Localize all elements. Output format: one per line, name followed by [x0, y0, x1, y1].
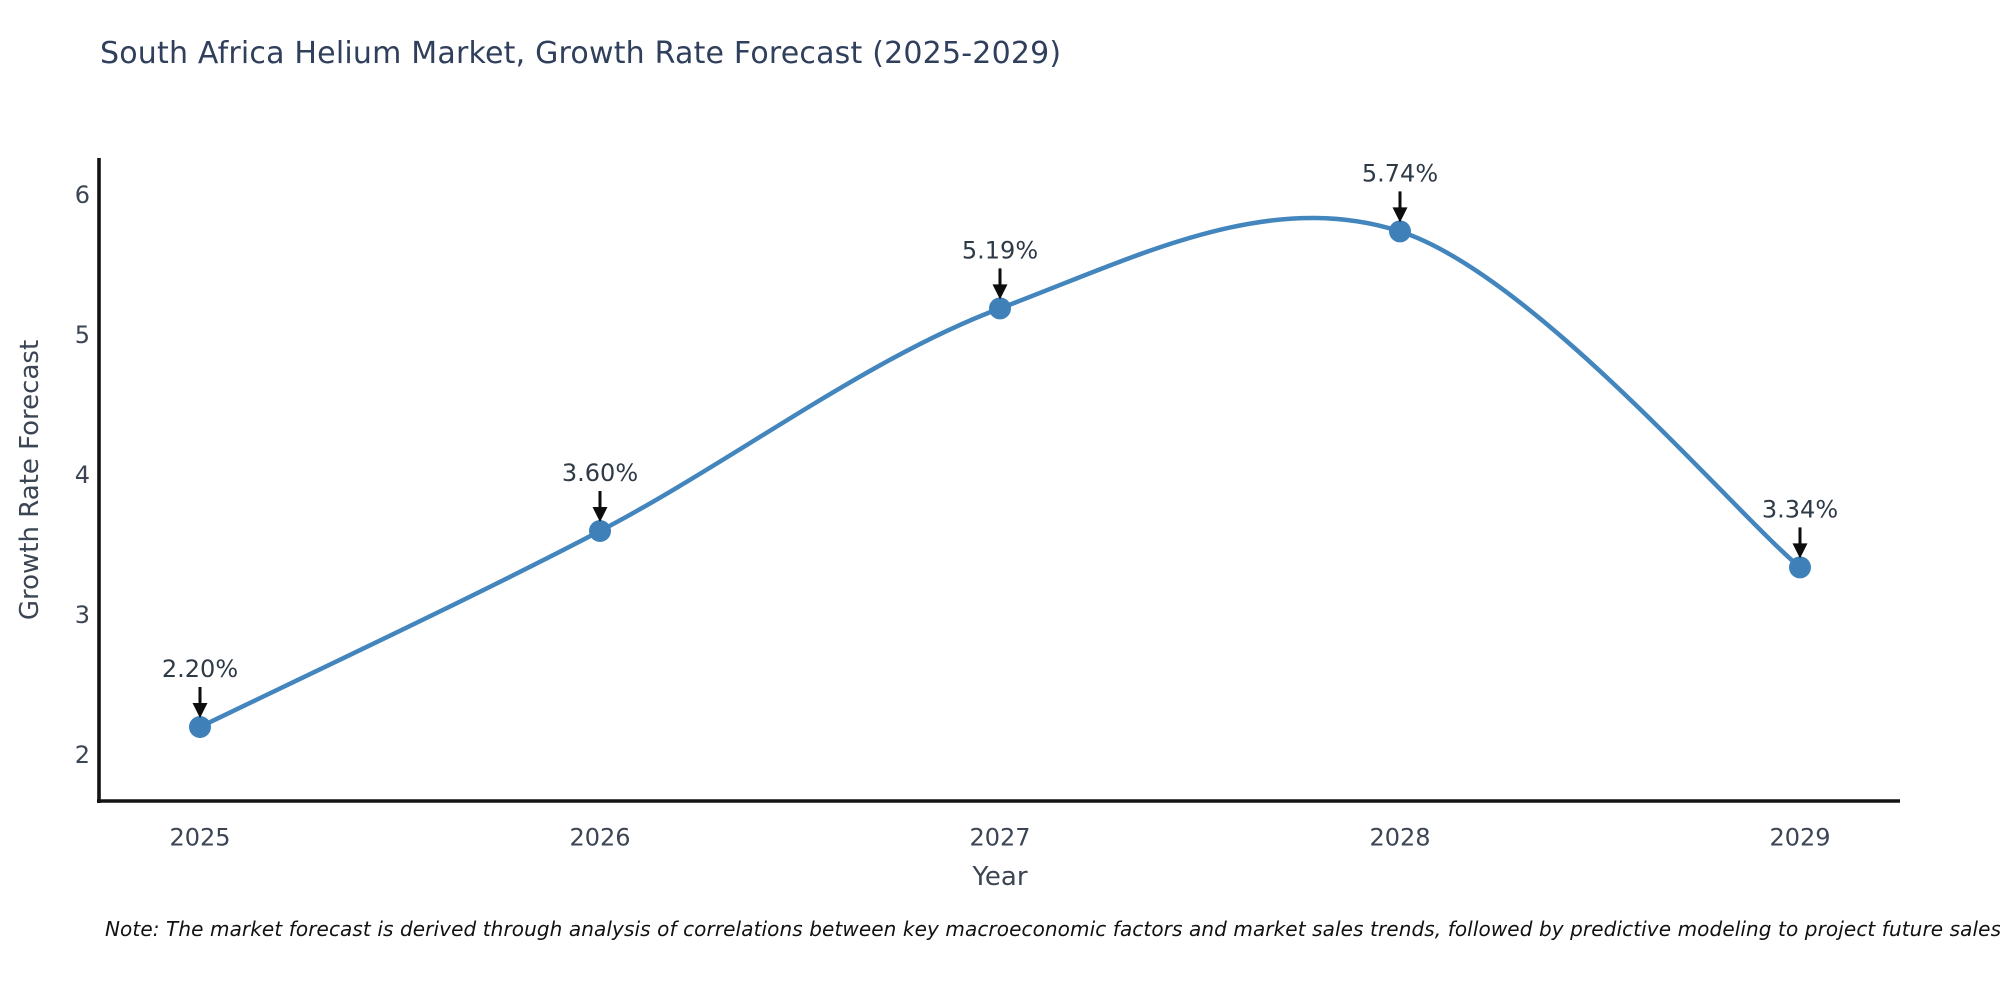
data-point-label: 2.20%: [162, 655, 238, 683]
y-tick-label: 4: [75, 461, 90, 489]
y-tick-label: 5: [75, 321, 90, 349]
chart-title: South Africa Helium Market, Growth Rate …: [100, 36, 1062, 71]
plot-area: 2 3 4 5 6 2025 2026 2027 2028 2029 2.20% 3.60% 5.19%…: [75, 158, 1900, 852]
y-tick-label: 3: [75, 601, 90, 629]
data-point-marker: [189, 716, 211, 738]
annotation-arrow-head: [592, 507, 608, 522]
y-axis-title: Growth Rate Forecast: [15, 340, 45, 620]
annotation-arrow-head: [1392, 207, 1408, 223]
data-point-label: 3.34%: [1762, 495, 1838, 523]
data-point-marker: [1789, 556, 1811, 579]
annotation-arrow-head: [1792, 543, 1808, 559]
x-tick-label: 2026: [569, 824, 630, 852]
data-point-label: 5.19%: [962, 236, 1038, 264]
x-axis-title: Year: [971, 862, 1027, 892]
footnote: Note: The market forecast is derived thr…: [105, 917, 2000, 941]
x-tick-label: 2025: [169, 824, 230, 852]
y-tick-label: 6: [75, 181, 90, 209]
data-point-marker: [1389, 220, 1411, 243]
data-point-marker: [589, 520, 611, 542]
annotation-arrow-head: [192, 703, 208, 718]
data-point-marker: [989, 297, 1011, 320]
annotation-arrow-head: [992, 284, 1008, 300]
x-tick-label: 2027: [969, 824, 1030, 852]
data-point-label: 3.60%: [562, 459, 638, 487]
data-point-label: 5.74%: [1362, 159, 1438, 187]
x-tick-label: 2028: [1369, 824, 1430, 852]
y-tick-label: 2: [75, 741, 90, 769]
x-tick-label: 2029: [1769, 824, 1830, 852]
